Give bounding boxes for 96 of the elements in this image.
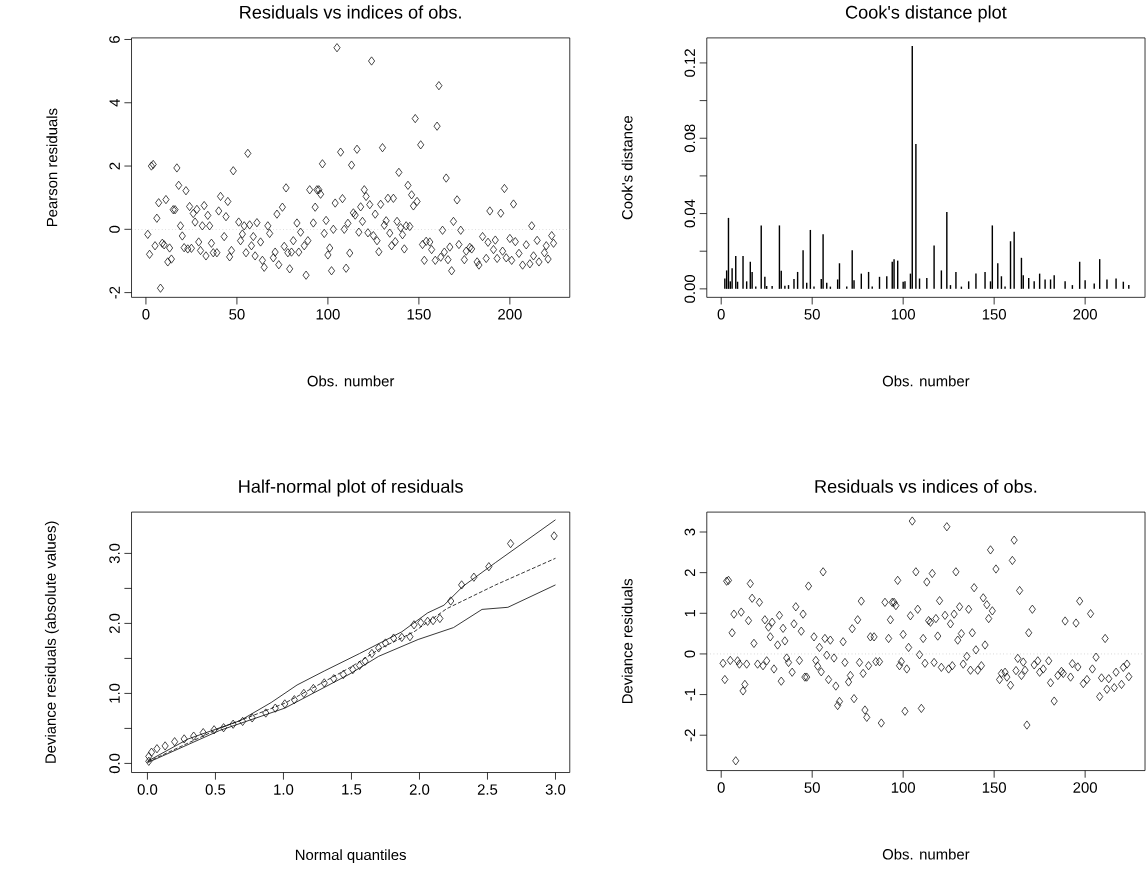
point bbox=[382, 638, 389, 648]
x-tick-label: 0 bbox=[717, 309, 725, 320]
point bbox=[262, 708, 270, 718]
point bbox=[429, 616, 437, 626]
x-tick-label: 2.0 bbox=[409, 784, 430, 795]
y-tick-label: 0.04 bbox=[684, 199, 696, 228]
y-tick-label: -2 bbox=[684, 729, 696, 742]
y-tick-label: 2.0 bbox=[109, 613, 120, 634]
point bbox=[406, 632, 414, 642]
y-tick-label: -1 bbox=[684, 688, 696, 701]
point bbox=[309, 684, 317, 694]
y-tick-label: 0.08 bbox=[684, 124, 696, 153]
point bbox=[210, 725, 218, 735]
point bbox=[447, 596, 455, 606]
point bbox=[199, 728, 207, 738]
x-tick-label: 0 bbox=[142, 309, 150, 320]
point bbox=[436, 614, 444, 624]
y-axis-title: Cook's distance bbox=[621, 116, 633, 220]
x-tick-label: 0.5 bbox=[205, 784, 226, 795]
point bbox=[239, 717, 247, 727]
point bbox=[220, 723, 228, 733]
point bbox=[375, 643, 383, 653]
y-tick-label: 2 bbox=[109, 162, 120, 170]
x-tick-label: 2.5 bbox=[477, 784, 498, 795]
x-axis-title: Obs. number bbox=[882, 375, 970, 387]
x-tick-label: 150 bbox=[407, 309, 431, 320]
point bbox=[470, 572, 478, 582]
x-tick-label: 150 bbox=[982, 309, 1006, 320]
point bbox=[190, 731, 198, 741]
point bbox=[356, 661, 364, 671]
y-tick-label: 0 bbox=[684, 650, 696, 658]
point bbox=[161, 741, 169, 751]
point bbox=[417, 618, 425, 628]
point bbox=[290, 695, 298, 705]
point bbox=[145, 752, 153, 762]
x-tick-label: 1.5 bbox=[342, 784, 362, 795]
point bbox=[300, 689, 308, 699]
y-tick-label: 0 bbox=[109, 225, 120, 234]
x-tick-label: 100 bbox=[316, 309, 340, 320]
point bbox=[458, 580, 466, 590]
y-tick-label: 0.00 bbox=[684, 275, 696, 303]
x-tick-label: 0.0 bbox=[137, 784, 158, 795]
point bbox=[248, 713, 256, 723]
x-axis-title: Normal quantiles bbox=[295, 849, 406, 864]
chart-title: Residuals vs indices of obs. bbox=[240, 5, 461, 19]
x-tick-label: 100 bbox=[891, 782, 915, 793]
point bbox=[145, 756, 153, 766]
y-tick-label: 4 bbox=[109, 99, 120, 107]
y-tick-label: 1 bbox=[684, 610, 696, 617]
point bbox=[153, 744, 161, 754]
y-axis-title: Deviance residuals bbox=[621, 579, 633, 704]
chart-title: Half-normal plot of residuals bbox=[239, 479, 463, 497]
y-tick-label: -2 bbox=[109, 286, 120, 299]
x-tick-label: 1.0 bbox=[274, 784, 294, 795]
x-tick-label: 3.0 bbox=[545, 784, 566, 795]
y-tick-label: 3 bbox=[684, 528, 696, 536]
x-tick-label: 200 bbox=[498, 309, 522, 320]
point bbox=[271, 703, 279, 713]
x-tick-label: 200 bbox=[1073, 309, 1097, 320]
point bbox=[339, 670, 347, 680]
y-tick-label: 1.0 bbox=[109, 683, 120, 703]
point bbox=[148, 747, 155, 757]
point bbox=[424, 616, 432, 626]
y-axis-title: Deviance residuals (absolute values) bbox=[44, 521, 59, 763]
point bbox=[171, 737, 179, 747]
point bbox=[398, 633, 406, 643]
y-tick-label: 2 bbox=[684, 569, 696, 577]
point bbox=[349, 665, 357, 675]
x-axis-title: Obs. number bbox=[882, 848, 970, 860]
point bbox=[368, 649, 376, 659]
point bbox=[229, 719, 237, 729]
point bbox=[410, 620, 418, 630]
x-tick-label: 50 bbox=[804, 782, 820, 793]
point bbox=[550, 531, 558, 541]
y-axis-title: Pearson residuals bbox=[46, 108, 58, 227]
x-tick-label: 50 bbox=[229, 309, 245, 320]
y-tick-label: 3.0 bbox=[109, 543, 120, 564]
x-tick-label: 50 bbox=[804, 309, 820, 320]
x-tick-label: 100 bbox=[891, 309, 915, 320]
chart-title: Cook's distance plot bbox=[845, 5, 1007, 23]
point bbox=[330, 674, 338, 684]
point bbox=[320, 678, 328, 688]
point bbox=[281, 699, 289, 709]
chart-title: Residuals vs indices of obs. bbox=[815, 479, 1037, 493]
x-tick-label: 150 bbox=[982, 782, 1006, 793]
x-tick-label: 200 bbox=[1073, 782, 1097, 793]
y-tick-label: 0.12 bbox=[684, 49, 696, 77]
y-tick-label: 6 bbox=[109, 36, 120, 44]
x-tick-label: 0 bbox=[717, 782, 725, 793]
point bbox=[180, 734, 188, 744]
y-tick-label: 0.0 bbox=[109, 753, 120, 774]
x-axis-title: Obs. number bbox=[307, 375, 395, 387]
point bbox=[507, 539, 515, 549]
point bbox=[485, 562, 493, 572]
point bbox=[390, 633, 398, 643]
point bbox=[361, 656, 369, 666]
